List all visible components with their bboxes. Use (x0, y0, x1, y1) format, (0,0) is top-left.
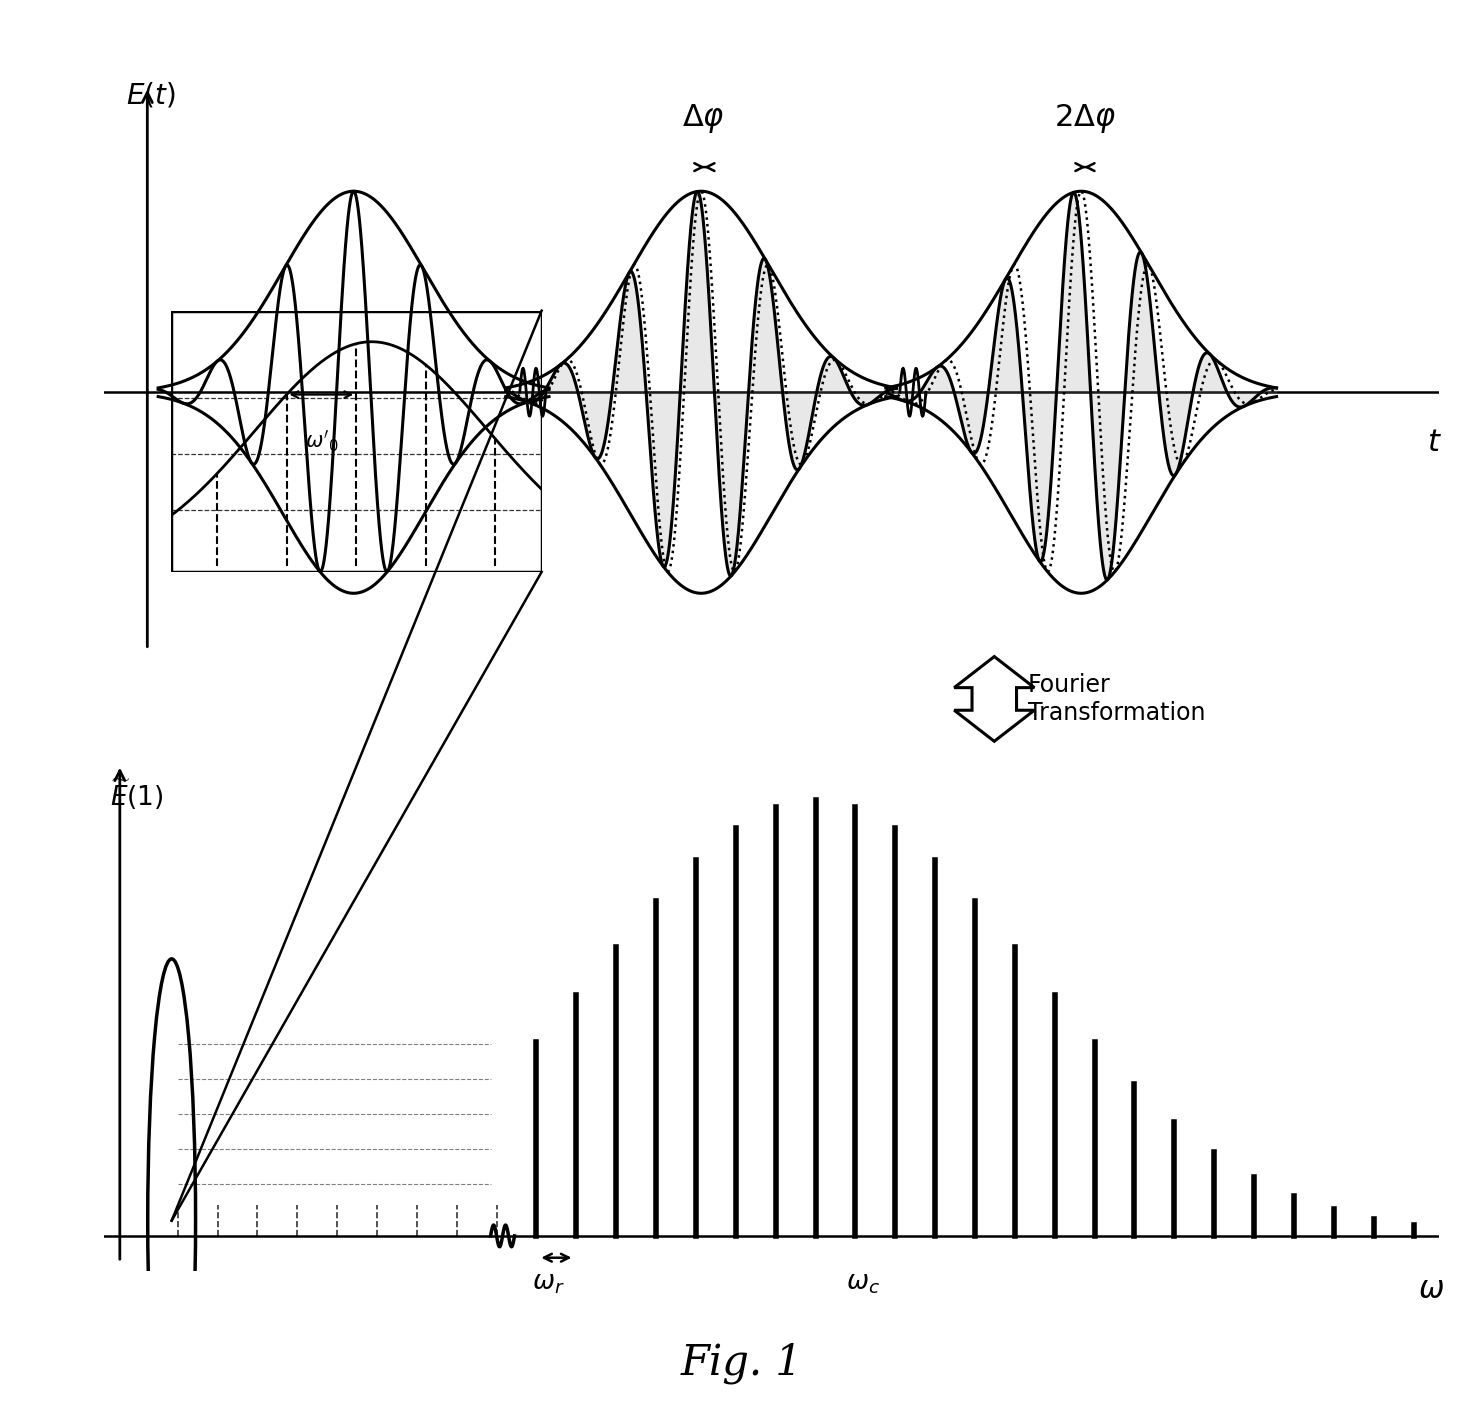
Text: $E(t)$: $E(t)$ (126, 80, 175, 110)
Text: $\omega_r$: $\omega_r$ (533, 1269, 565, 1296)
Text: $\omega'_0$: $\omega'_0$ (304, 429, 338, 455)
Text: $\widetilde{E}(1)$: $\widetilde{E}(1)$ (110, 778, 163, 812)
Text: Fourier
Transformation: Fourier Transformation (1028, 674, 1205, 724)
Polygon shape (954, 657, 1034, 741)
Text: $\omega$: $\omega$ (1419, 1275, 1444, 1305)
Text: $t$: $t$ (1426, 428, 1441, 457)
Text: $\omega_c$: $\omega_c$ (846, 1269, 880, 1296)
Text: $\Delta\varphi$: $\Delta\varphi$ (681, 102, 724, 136)
Text: $2\Delta\varphi$: $2\Delta\varphi$ (1054, 102, 1116, 136)
Text: Fig. 1: Fig. 1 (681, 1341, 803, 1384)
